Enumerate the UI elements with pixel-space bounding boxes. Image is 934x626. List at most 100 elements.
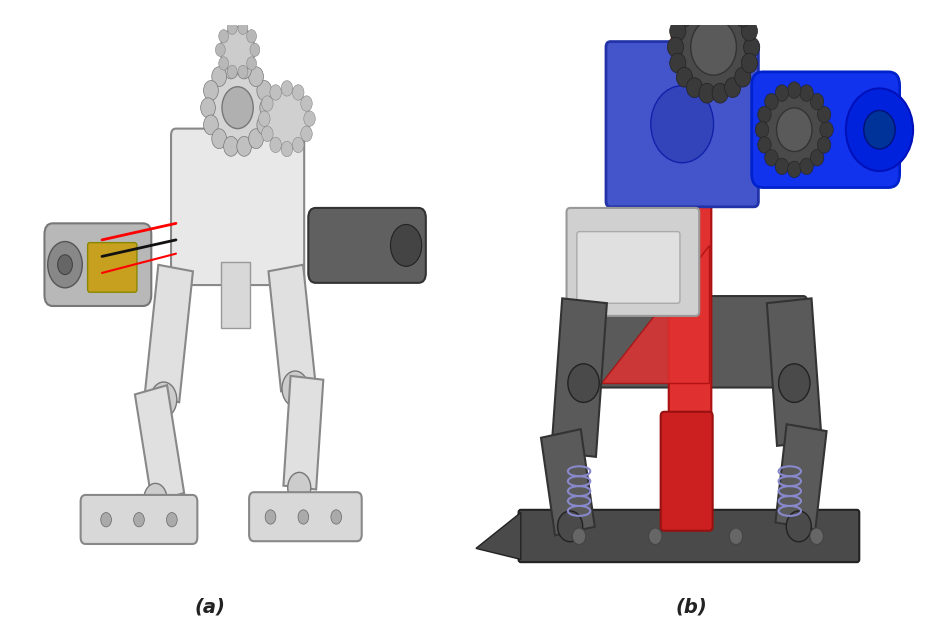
Bar (283, 376, 323, 490)
Circle shape (212, 67, 227, 86)
Circle shape (259, 111, 270, 126)
Circle shape (712, 0, 729, 11)
Circle shape (144, 483, 167, 514)
Circle shape (776, 108, 812, 151)
Circle shape (201, 98, 216, 118)
Circle shape (248, 129, 263, 148)
Circle shape (725, 0, 741, 16)
Circle shape (264, 88, 309, 149)
FancyBboxPatch shape (45, 223, 151, 306)
Text: (a): (a) (194, 598, 226, 617)
Circle shape (216, 43, 225, 56)
Circle shape (742, 53, 757, 73)
Circle shape (735, 7, 751, 27)
Circle shape (219, 29, 229, 43)
Circle shape (820, 121, 833, 138)
Circle shape (651, 86, 714, 163)
FancyBboxPatch shape (567, 208, 700, 316)
Circle shape (864, 110, 895, 149)
Circle shape (223, 59, 238, 79)
Circle shape (817, 106, 831, 123)
Circle shape (810, 528, 824, 545)
Circle shape (676, 7, 692, 27)
Circle shape (811, 93, 824, 110)
Circle shape (742, 21, 757, 41)
Bar (541, 429, 595, 535)
Circle shape (670, 21, 686, 41)
Circle shape (676, 67, 692, 87)
Circle shape (257, 81, 272, 100)
Circle shape (725, 78, 741, 98)
Circle shape (282, 371, 308, 406)
Circle shape (270, 137, 281, 153)
Circle shape (250, 43, 260, 56)
Bar (221, 262, 250, 328)
Circle shape (817, 136, 831, 153)
Circle shape (691, 19, 736, 75)
Circle shape (675, 0, 752, 94)
Circle shape (248, 67, 263, 86)
Circle shape (204, 115, 219, 135)
Circle shape (281, 81, 292, 96)
Circle shape (48, 242, 82, 288)
Circle shape (743, 37, 759, 57)
Circle shape (220, 27, 255, 73)
Polygon shape (601, 245, 709, 383)
Circle shape (260, 98, 275, 118)
Circle shape (58, 255, 73, 275)
Bar (767, 299, 822, 446)
Circle shape (786, 511, 812, 541)
FancyBboxPatch shape (308, 208, 426, 283)
FancyBboxPatch shape (249, 492, 361, 541)
Circle shape (212, 129, 227, 148)
Circle shape (756, 121, 769, 138)
Circle shape (648, 528, 662, 545)
Circle shape (670, 53, 686, 73)
Circle shape (304, 111, 316, 126)
Circle shape (712, 83, 729, 103)
Bar (775, 424, 827, 530)
Circle shape (166, 513, 177, 527)
Circle shape (757, 136, 771, 153)
Circle shape (247, 57, 257, 70)
Circle shape (765, 93, 778, 110)
Circle shape (775, 85, 788, 101)
Circle shape (729, 528, 743, 545)
FancyBboxPatch shape (575, 296, 807, 387)
Circle shape (558, 511, 583, 541)
FancyBboxPatch shape (171, 128, 304, 285)
Polygon shape (476, 513, 521, 560)
Circle shape (699, 83, 715, 103)
Circle shape (846, 88, 913, 171)
FancyBboxPatch shape (88, 243, 137, 292)
FancyBboxPatch shape (660, 412, 713, 531)
FancyBboxPatch shape (606, 41, 758, 207)
Circle shape (257, 115, 272, 135)
Circle shape (247, 29, 257, 43)
Circle shape (238, 21, 248, 34)
Circle shape (779, 364, 810, 403)
Circle shape (222, 87, 253, 128)
Circle shape (292, 85, 304, 100)
Bar (134, 385, 184, 502)
Circle shape (568, 364, 600, 403)
Circle shape (238, 65, 248, 78)
Circle shape (204, 81, 219, 100)
FancyBboxPatch shape (518, 510, 859, 562)
FancyBboxPatch shape (669, 105, 712, 523)
Circle shape (301, 126, 312, 141)
Circle shape (390, 225, 422, 266)
Circle shape (227, 65, 237, 78)
Circle shape (787, 82, 801, 98)
Circle shape (265, 510, 276, 524)
Circle shape (134, 513, 145, 527)
FancyBboxPatch shape (752, 72, 899, 188)
Bar (551, 299, 607, 457)
Circle shape (787, 161, 801, 178)
Circle shape (292, 137, 304, 153)
FancyBboxPatch shape (577, 232, 680, 303)
Circle shape (237, 136, 251, 156)
Circle shape (668, 37, 684, 57)
Circle shape (281, 141, 292, 156)
Circle shape (686, 78, 702, 98)
